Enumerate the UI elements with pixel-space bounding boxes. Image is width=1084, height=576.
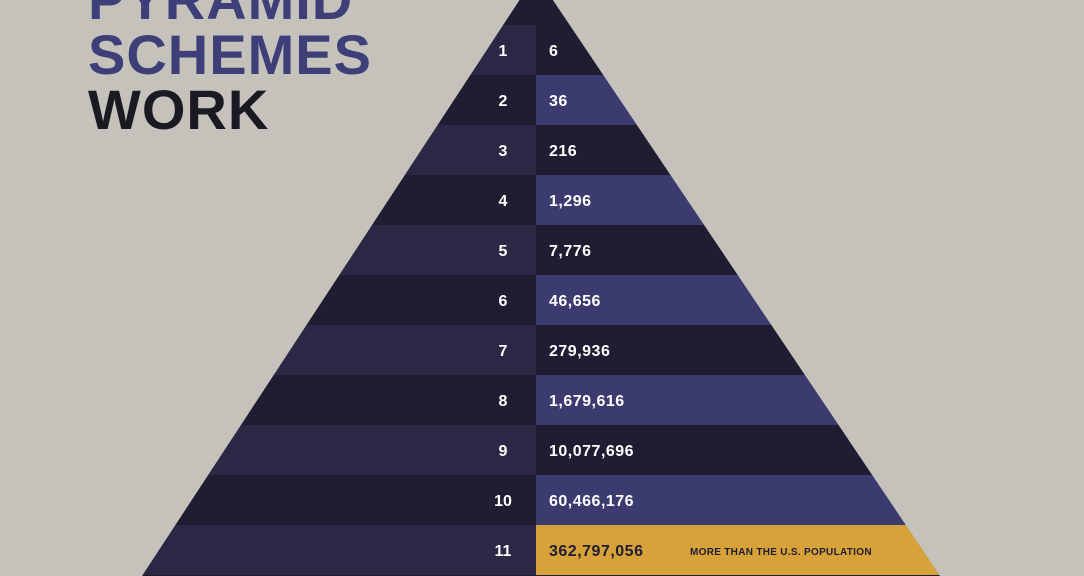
level-band-right [536, 475, 940, 525]
people-count: 279,936 [549, 343, 610, 360]
level-band-left [142, 175, 536, 225]
people-count: 6 [549, 43, 558, 60]
level-number: 8 [499, 393, 508, 410]
level-number: 11 [495, 543, 512, 560]
level-number: 10 [494, 493, 512, 510]
title-line-3: WORK [88, 78, 270, 141]
title-line-2: SCHEMES [88, 23, 372, 86]
level-band-left [142, 275, 536, 325]
level-number: 1 [499, 43, 508, 60]
people-count: 216 [549, 143, 577, 160]
people-count: 10,077,696 [549, 443, 634, 460]
people-count: 7,776 [549, 243, 592, 260]
level-band-left [142, 525, 536, 575]
people-count: 36 [549, 93, 568, 110]
level-band-right [536, 125, 940, 175]
level-band-left [142, 75, 536, 125]
level-number: 5 [499, 243, 508, 260]
level-number: 9 [499, 443, 508, 460]
population-note: MORE THAN THE U.S. POPULATION [690, 547, 872, 558]
level-number: 7 [499, 343, 508, 360]
level-band-left [142, 225, 536, 275]
level-number: 2 [499, 93, 508, 110]
level-band-right [536, 25, 940, 75]
people-count: 1,296 [549, 193, 592, 210]
people-count: 46,656 [549, 293, 601, 310]
level-band-right [536, 275, 940, 325]
level-number: 6 [499, 293, 508, 310]
people-count: 1,679,616 [549, 393, 625, 410]
level-band-right [536, 175, 940, 225]
pyramid-cap [142, 0, 940, 25]
people-count: 362,797,056 [549, 543, 643, 560]
level-number: 3 [499, 143, 508, 160]
title-line-1: PYRAMID [88, 0, 372, 28]
highlight-band [536, 525, 940, 575]
level-band-left [142, 475, 536, 525]
level-band-left [142, 25, 536, 75]
level-band-left [142, 425, 536, 475]
level-number: 4 [499, 193, 508, 210]
level-band-right [536, 325, 940, 375]
level-band-left [142, 125, 536, 175]
infographic-title: PYRAMID SCHEMES WORK [88, 0, 372, 141]
level-band-right [536, 225, 940, 275]
level-band-right [536, 75, 940, 125]
people-count: 60,466,176 [549, 493, 634, 510]
level-band-left [142, 325, 536, 375]
level-band-left [142, 375, 536, 425]
